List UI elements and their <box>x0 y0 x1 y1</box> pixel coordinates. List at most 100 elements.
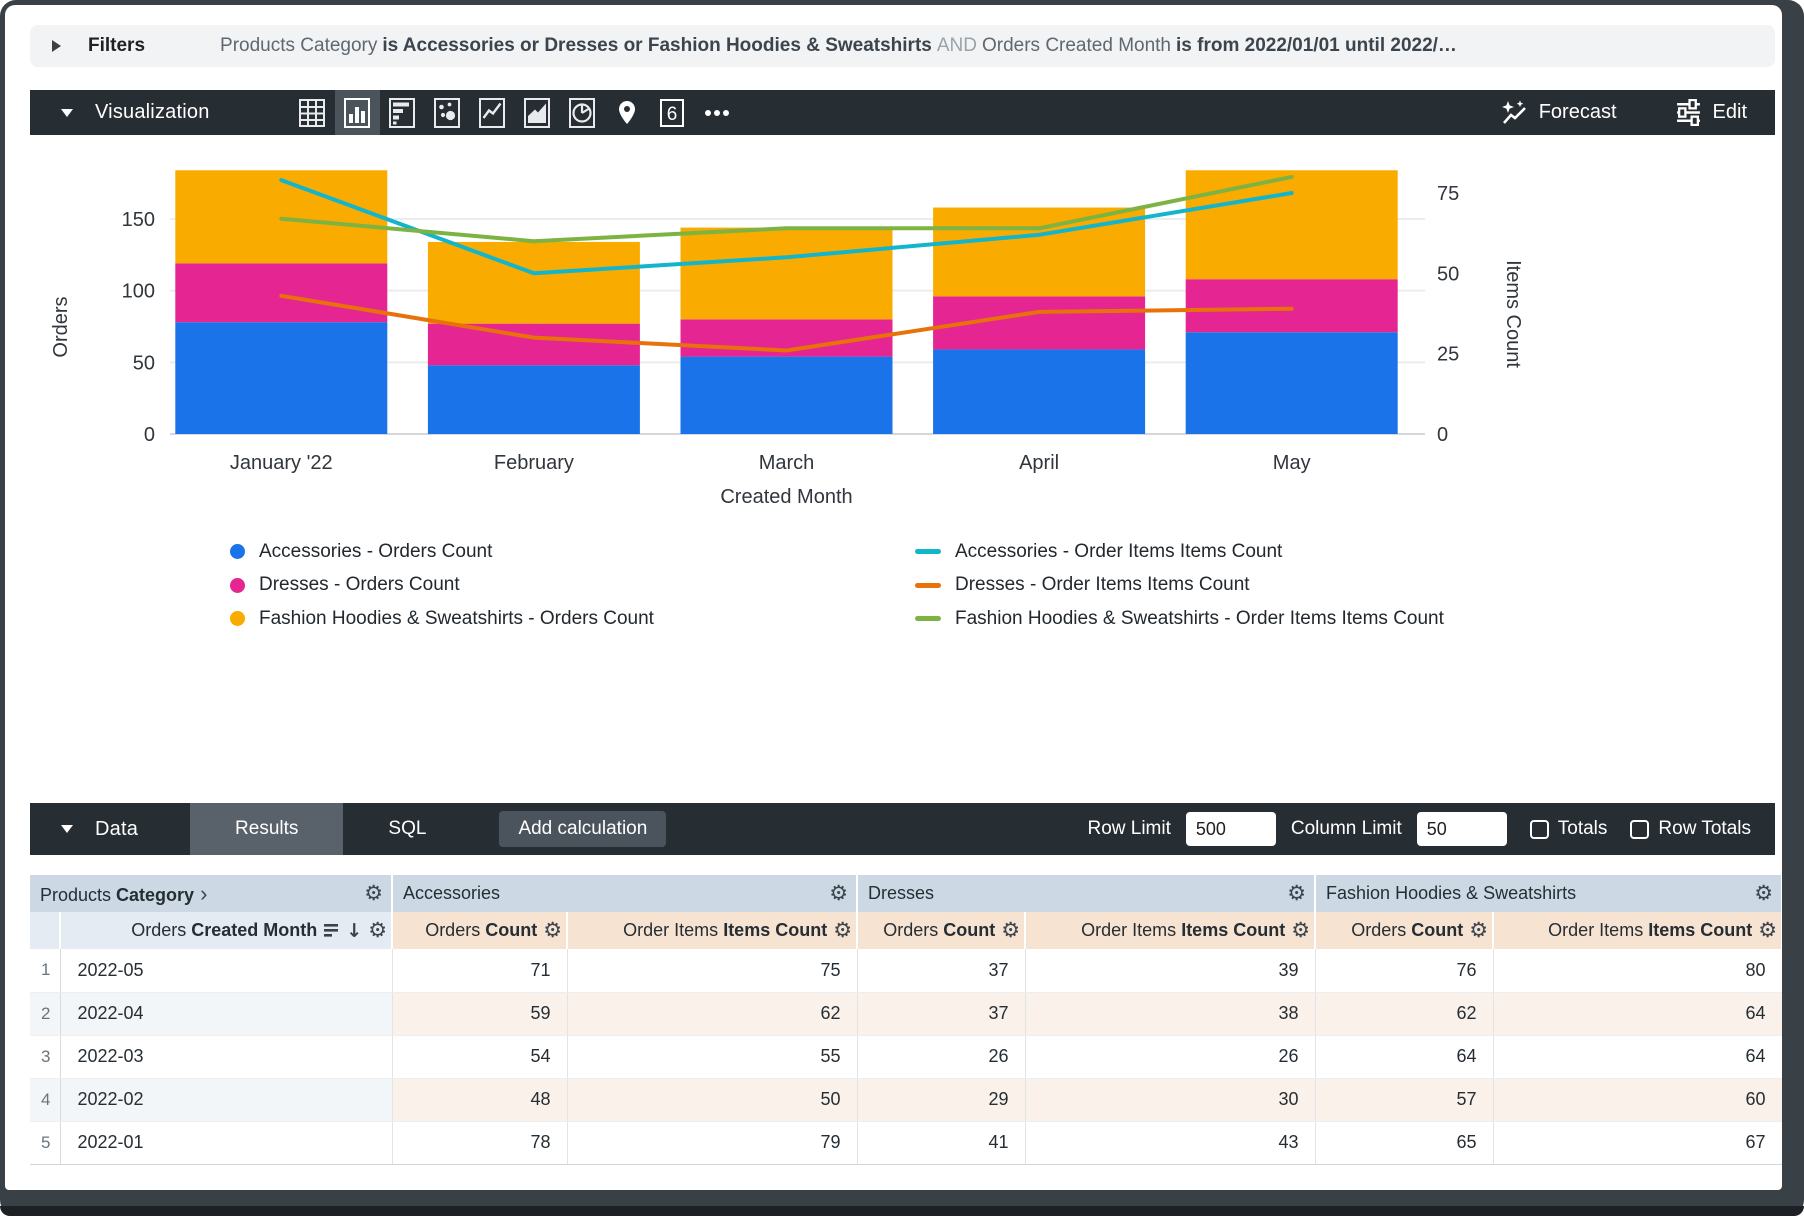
legend-item[interactable]: Fashion Hoodies & Sweatshirts - Order It… <box>915 608 1444 629</box>
pivot-group-header[interactable]: Dresses ⚙ <box>857 875 1317 912</box>
row-totals-toggle[interactable]: Row Totals <box>1630 818 1751 840</box>
gear-icon[interactable]: ⚙ <box>364 881 384 905</box>
gear-icon[interactable]: ⚙ <box>1754 881 1774 905</box>
value-cell[interactable]: 62 <box>1315 992 1494 1036</box>
pivot-group-header[interactable]: Accessories ⚙ <box>392 875 859 912</box>
value-cell[interactable]: 38 <box>1025 992 1316 1036</box>
combo-chart[interactable]: 0 50 100 150 0 25 50 75 Orders Items Count January… <box>5 137 1782 512</box>
tab-results[interactable]: Results <box>190 803 344 855</box>
row-totals-checkbox[interactable] <box>1630 819 1650 839</box>
value-cell[interactable]: 39 <box>1025 949 1316 993</box>
bar-chart-icon[interactable] <box>380 90 425 135</box>
value-cell[interactable]: 59 <box>392 992 568 1036</box>
chevron-right-icon[interactable]: › <box>200 880 208 906</box>
bar-segment[interactable] <box>175 322 388 434</box>
month-cell[interactable]: 2022-05 <box>60 949 393 993</box>
value-cell[interactable]: 43 <box>1025 1121 1316 1165</box>
value-cell[interactable]: 71 <box>392 949 568 993</box>
measure-column-header[interactable]: Orders Count ⚙ <box>1315 912 1495 949</box>
bar-segment[interactable] <box>680 356 893 434</box>
value-cell[interactable]: 29 <box>857 1078 1026 1122</box>
value-cell[interactable]: 50 <box>567 1078 858 1122</box>
gear-icon[interactable]: ⚙ <box>1469 918 1489 942</box>
measure-column-header[interactable]: Orders Count ⚙ <box>392 912 569 949</box>
totals-toggle[interactable]: Totals <box>1529 818 1607 840</box>
dimension-column-header[interactable]: Orders Created Month ↓ ⚙ <box>60 912 394 949</box>
value-cell[interactable]: 48 <box>392 1078 568 1122</box>
value-cell[interactable]: 41 <box>857 1121 1026 1165</box>
month-cell[interactable]: 2022-01 <box>60 1121 393 1165</box>
filters-bar[interactable]: Filters Products Category is Accessories … <box>30 25 1775 67</box>
value-cell[interactable]: 64 <box>1493 1035 1782 1079</box>
value-cell[interactable]: 67 <box>1493 1121 1782 1165</box>
value-cell[interactable]: 54 <box>392 1035 568 1079</box>
bar-segment[interactable] <box>427 365 640 434</box>
measure-column-header[interactable]: Order Items Items Count ⚙ <box>1493 912 1782 949</box>
table-chart-icon[interactable] <box>290 90 335 135</box>
line-chart-icon[interactable] <box>470 90 515 135</box>
month-cell[interactable]: 2022-03 <box>60 1035 393 1079</box>
value-cell[interactable]: 37 <box>857 949 1026 993</box>
gear-icon[interactable]: ⚙ <box>829 881 849 905</box>
bar-segment[interactable] <box>427 241 640 324</box>
value-cell[interactable]: 64 <box>1493 992 1782 1036</box>
value-cell[interactable]: 62 <box>567 992 858 1036</box>
gear-icon[interactable]: ⚙ <box>1001 918 1021 942</box>
gear-icon[interactable]: ⚙ <box>1291 918 1311 942</box>
line-series[interactable] <box>279 174 1294 244</box>
value-cell[interactable]: 78 <box>392 1121 568 1165</box>
column-chart-icon[interactable] <box>334 90 380 135</box>
gear-icon[interactable]: ⚙ <box>543 918 563 942</box>
measure-column-header[interactable]: Orders Count ⚙ <box>857 912 1027 949</box>
bar-segment[interactable] <box>175 263 388 323</box>
expand-filters-icon[interactable] <box>52 40 61 52</box>
collapse-data-icon[interactable] <box>61 825 73 833</box>
pivot-group-header[interactable]: Fashion Hoodies & Sweatshirts ⚙ <box>1315 875 1782 912</box>
area-chart-icon[interactable] <box>515 90 560 135</box>
bar-segment[interactable] <box>1185 279 1398 333</box>
single-value-chart-icon[interactable]: 6 <box>650 90 695 135</box>
tab-sql[interactable]: SQL <box>388 818 427 839</box>
measure-column-header[interactable]: Order Items Items Count ⚙ <box>567 912 859 949</box>
legend-item[interactable]: Dresses - Order Items Items Count <box>915 574 1444 596</box>
measure-column-header[interactable]: Order Items Items Count ⚙ <box>1025 912 1317 949</box>
value-cell[interactable]: 55 <box>567 1035 858 1079</box>
dimension-group-header[interactable]: Products Category › ⚙ <box>30 875 394 912</box>
value-cell[interactable]: 80 <box>1493 949 1782 993</box>
line-series[interactable] <box>279 178 1294 276</box>
pie-chart-icon[interactable] <box>560 90 605 135</box>
map-chart-icon[interactable] <box>605 90 650 135</box>
legend-item[interactable]: Accessories - Orders Count <box>230 541 654 562</box>
gear-icon[interactable]: ⚙ <box>1758 918 1778 942</box>
bar-segment[interactable] <box>680 227 893 320</box>
value-cell[interactable]: 64 <box>1315 1035 1494 1079</box>
value-cell[interactable]: 57 <box>1315 1078 1494 1122</box>
bar-segment[interactable] <box>427 323 640 366</box>
month-cell[interactable]: 2022-04 <box>60 992 393 1036</box>
gear-icon[interactable]: ⚙ <box>368 918 388 942</box>
scatter-chart-icon[interactable] <box>425 90 470 135</box>
value-cell[interactable]: 30 <box>1025 1078 1316 1122</box>
add-calculation-button[interactable]: Add calculation <box>499 811 667 847</box>
more-chart-icon[interactable] <box>695 90 740 135</box>
value-cell[interactable]: 65 <box>1315 1121 1494 1165</box>
value-cell[interactable]: 60 <box>1493 1078 1782 1122</box>
sort-desc-icon[interactable]: ↓ <box>346 919 363 942</box>
forecast-button[interactable]: Forecast <box>1500 99 1617 127</box>
sort-rows-icon[interactable] <box>323 923 340 938</box>
bar-segment[interactable] <box>933 349 1146 434</box>
legend-item[interactable]: Dresses - Orders Count <box>230 574 654 596</box>
legend-item[interactable]: Fashion Hoodies & Sweatshirts - Orders C… <box>230 608 654 629</box>
value-cell[interactable]: 26 <box>1025 1035 1316 1079</box>
collapse-visualization-icon[interactable] <box>61 108 73 117</box>
edit-button[interactable]: Edit <box>1675 99 1747 126</box>
value-cell[interactable]: 26 <box>857 1035 1026 1079</box>
value-cell[interactable]: 79 <box>567 1121 858 1165</box>
gear-icon[interactable]: ⚙ <box>1287 881 1307 905</box>
bar-segment[interactable] <box>1185 170 1398 280</box>
bar-segment[interactable] <box>1185 332 1398 434</box>
value-cell[interactable]: 76 <box>1315 949 1494 993</box>
value-cell[interactable]: 37 <box>857 992 1026 1036</box>
totals-checkbox[interactable] <box>1529 819 1549 839</box>
value-cell[interactable]: 75 <box>567 949 858 993</box>
